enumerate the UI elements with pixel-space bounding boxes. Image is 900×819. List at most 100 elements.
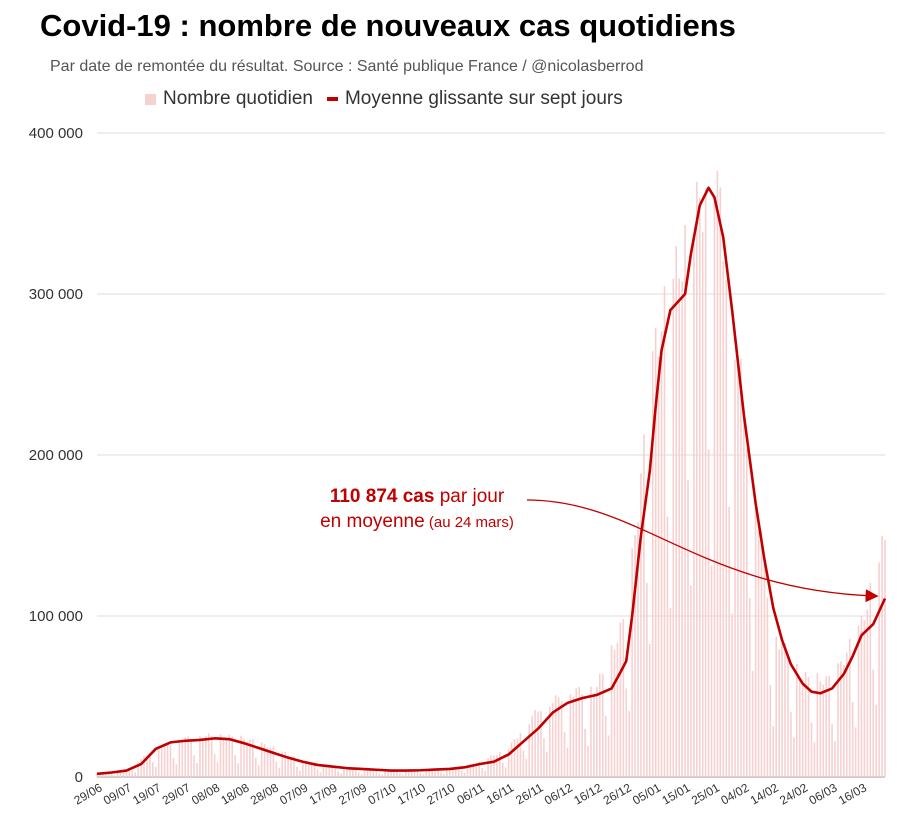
x-tick-label: 04/02 xyxy=(718,780,751,807)
daily-bar xyxy=(363,769,366,777)
daily-bar xyxy=(593,692,595,777)
daily-bar xyxy=(490,755,492,777)
daily-bar xyxy=(243,738,245,777)
daily-bar xyxy=(540,711,542,777)
daily-bar xyxy=(487,758,489,777)
daily-bar xyxy=(293,756,295,777)
daily-bar xyxy=(878,562,880,777)
daily-bar xyxy=(122,770,125,777)
daily-bar xyxy=(528,724,531,777)
daily-bar xyxy=(604,715,607,777)
daily-bar xyxy=(657,356,660,777)
daily-bar xyxy=(437,768,439,777)
daily-bar xyxy=(834,741,836,777)
daily-bar xyxy=(822,684,825,777)
daily-bar xyxy=(660,331,663,777)
daily-bar xyxy=(790,712,792,777)
daily-bar xyxy=(375,770,378,777)
daily-bar xyxy=(152,762,154,777)
daily-bar xyxy=(869,582,872,777)
y-tick-label: 100 000 xyxy=(29,608,83,625)
daily-bars xyxy=(96,170,886,778)
daily-bar xyxy=(881,535,883,777)
daily-bar xyxy=(428,769,431,777)
daily-bar xyxy=(787,658,789,777)
annotation-arrow xyxy=(526,499,879,603)
x-tick-label: 08/08 xyxy=(189,780,222,807)
daily-bar xyxy=(648,644,651,777)
daily-bar xyxy=(401,774,404,777)
daily-bar xyxy=(866,609,869,777)
x-tick-label: 24/02 xyxy=(777,780,810,807)
daily-bar xyxy=(590,686,592,777)
daily-bar xyxy=(778,649,780,777)
daily-bar xyxy=(413,769,416,777)
moving-average xyxy=(96,186,887,776)
daily-bar xyxy=(516,738,519,777)
daily-bar xyxy=(587,746,589,777)
daily-bar xyxy=(343,767,345,777)
daily-bar xyxy=(304,760,307,777)
daily-bar xyxy=(307,761,310,777)
daily-bar xyxy=(225,737,228,777)
daily-bar xyxy=(254,757,257,777)
daily-bar xyxy=(610,645,613,777)
daily-bar xyxy=(581,694,583,777)
y-tick-label: 400 000 xyxy=(29,125,83,142)
x-tick-label: 16/12 xyxy=(571,780,604,807)
x-tick-label: 07/09 xyxy=(277,780,310,807)
daily-bar xyxy=(357,772,360,777)
daily-bar xyxy=(710,565,713,777)
daily-bar xyxy=(681,281,683,777)
daily-bar xyxy=(854,727,857,777)
legend-bars-label: Nombre quotidien xyxy=(163,88,313,109)
x-tick-label: 05/01 xyxy=(630,780,663,807)
daily-bar xyxy=(196,763,198,777)
daily-bar xyxy=(204,735,207,777)
daily-bar xyxy=(860,616,863,777)
daily-bar xyxy=(390,770,392,777)
x-tick-label: 15/01 xyxy=(660,780,693,807)
daily-bar xyxy=(290,756,292,777)
daily-bar xyxy=(149,753,151,777)
annotation: 110 874 cas par jour en moyenne (au 24 m… xyxy=(282,484,552,535)
daily-bar xyxy=(675,246,678,777)
daily-bar xyxy=(740,358,742,777)
daily-bar xyxy=(546,751,548,777)
daily-bar xyxy=(798,678,801,777)
daily-bar xyxy=(804,671,807,777)
x-tick-label: 06/12 xyxy=(542,780,575,807)
daily-bar xyxy=(584,728,586,777)
daily-bar xyxy=(102,773,104,777)
daily-bar xyxy=(166,744,169,777)
x-tick-label: 25/01 xyxy=(689,780,722,807)
daily-bar xyxy=(757,530,760,777)
daily-bar xyxy=(449,768,451,777)
daily-bar xyxy=(728,506,730,777)
daily-bar xyxy=(372,769,375,777)
daily-bar xyxy=(99,773,101,777)
daily-bar xyxy=(625,688,628,777)
daily-bar xyxy=(651,351,654,777)
daily-bar xyxy=(381,774,384,777)
daily-bar xyxy=(216,762,219,777)
daily-bar xyxy=(460,770,463,777)
daily-bar xyxy=(187,736,189,777)
daily-bar xyxy=(246,741,248,777)
daily-bar xyxy=(554,695,557,777)
daily-bar xyxy=(472,764,475,777)
daily-bar xyxy=(107,772,110,777)
daily-bar xyxy=(328,764,331,777)
daily-bar xyxy=(534,709,536,777)
daily-bar xyxy=(222,737,225,777)
y-tick-label: 300 000 xyxy=(29,286,83,303)
daily-bar xyxy=(199,736,201,777)
daily-bar xyxy=(172,757,175,777)
chart-title: Covid-19 : nombre de nouveaux cas quotid… xyxy=(40,8,736,43)
daily-bar xyxy=(704,187,707,777)
daily-bar xyxy=(684,224,686,778)
daily-bar xyxy=(631,548,633,777)
daily-bar xyxy=(640,473,642,777)
daily-bar xyxy=(578,686,581,777)
daily-bar xyxy=(457,765,460,777)
